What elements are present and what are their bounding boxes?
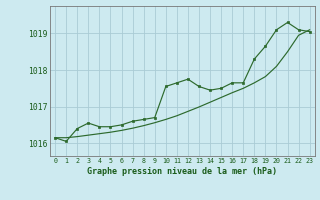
- X-axis label: Graphe pression niveau de la mer (hPa): Graphe pression niveau de la mer (hPa): [87, 167, 277, 176]
